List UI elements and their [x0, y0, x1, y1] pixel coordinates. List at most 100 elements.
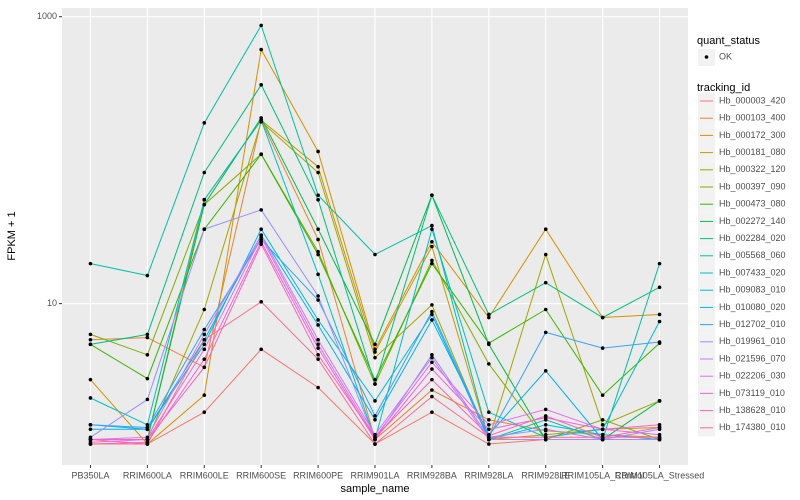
data-point — [316, 249, 320, 254]
legend-label: OK — [719, 51, 732, 61]
legend-label: Hb_022206_030 — [719, 371, 786, 381]
data-point — [316, 385, 320, 390]
data-point — [430, 394, 434, 399]
data-point — [316, 193, 320, 197]
data-point — [487, 427, 491, 432]
x-tick-label: RRIM105LA_Control — [561, 470, 644, 480]
data-point — [430, 360, 434, 365]
data-point — [487, 410, 491, 415]
data-point — [487, 422, 491, 427]
legend-title: quant_status — [697, 35, 760, 47]
data-point — [543, 369, 548, 373]
data-point — [316, 342, 320, 347]
data-point — [259, 347, 263, 352]
data-point — [316, 337, 320, 342]
data-point — [202, 202, 207, 207]
legend-label: Hb_000172_300 — [719, 130, 786, 140]
data-point — [259, 208, 263, 212]
data-point — [657, 261, 662, 266]
y-tick-label: 10 — [47, 298, 57, 308]
data-point — [543, 280, 548, 285]
data-point — [543, 427, 548, 432]
data-point — [487, 442, 491, 446]
data-point — [88, 332, 93, 337]
data-point — [202, 357, 207, 361]
data-point — [600, 393, 605, 397]
data-point — [202, 337, 207, 342]
data-point — [430, 312, 434, 317]
data-point — [202, 332, 207, 337]
x-tick-label: RRIM928BA — [407, 470, 457, 480]
legend-label: Hb_012702_010 — [719, 319, 786, 329]
data-point — [430, 244, 434, 249]
data-point — [316, 197, 320, 202]
data-point — [145, 273, 150, 278]
data-point — [202, 342, 207, 347]
data-point — [487, 315, 491, 320]
legend-title: tracking_id — [697, 82, 750, 94]
legend-label: Hb_000397_090 — [719, 181, 786, 191]
data-point — [430, 223, 434, 228]
legend-label: Hb_009083_010 — [719, 285, 786, 295]
y-axis-title: FPKM + 1 — [6, 211, 18, 260]
data-point — [430, 388, 434, 392]
data-point — [543, 422, 548, 427]
data-point — [145, 332, 150, 337]
data-point — [657, 422, 662, 427]
data-point — [657, 340, 662, 344]
data-point — [202, 365, 207, 370]
data-point — [316, 252, 320, 257]
data-point — [600, 432, 605, 437]
data-point — [430, 309, 434, 314]
data-point — [316, 298, 320, 302]
legend-label: Hb_000003_420 — [719, 95, 786, 105]
data-point — [145, 425, 150, 430]
data-point — [430, 352, 434, 357]
x-tick-label: RRIM600SE — [236, 470, 286, 480]
data-point — [543, 330, 548, 335]
data-point — [316, 272, 320, 277]
data-point — [657, 399, 662, 403]
legend-label: Hb_010080_020 — [719, 302, 786, 312]
data-point — [600, 315, 605, 320]
data-point — [259, 152, 263, 157]
legend-label: Hb_138628_010 — [719, 405, 786, 415]
data-point — [373, 350, 377, 354]
data-point — [202, 347, 207, 352]
x-tick-label: RRIM928LE — [521, 470, 570, 480]
data-point — [259, 118, 263, 122]
data-point — [373, 347, 377, 352]
data-point — [316, 170, 320, 175]
legend-label: Hb_007433_020 — [719, 267, 786, 277]
data-point — [543, 307, 548, 312]
legend-label: Hb_021596_070 — [719, 353, 786, 363]
data-point — [316, 294, 320, 298]
data-point — [430, 258, 434, 263]
data-point — [430, 318, 434, 322]
data-point — [657, 312, 662, 317]
data-point — [430, 410, 434, 415]
data-point — [259, 242, 263, 246]
data-point — [145, 397, 150, 402]
x-axis-title: sample_name — [340, 483, 409, 495]
data-point — [202, 227, 207, 232]
x-tick-label: RRIM600PE — [293, 470, 343, 480]
data-point — [373, 414, 377, 418]
data-point — [88, 442, 93, 446]
data-point — [600, 422, 605, 427]
data-point — [145, 376, 150, 381]
data-point — [600, 427, 605, 432]
data-point — [373, 377, 377, 382]
data-point — [145, 422, 150, 427]
legend-label: Hb_019961_010 — [719, 336, 786, 346]
x-tick-label: RRIM901LA — [350, 470, 399, 480]
data-point — [145, 437, 150, 442]
data-point — [88, 261, 93, 266]
x-tick-label: RRIM600LA — [123, 470, 172, 480]
data-point — [316, 323, 320, 327]
data-point — [145, 352, 150, 357]
data-point — [430, 367, 434, 371]
data-point — [430, 239, 434, 244]
data-point — [88, 427, 93, 432]
data-point — [88, 377, 93, 382]
